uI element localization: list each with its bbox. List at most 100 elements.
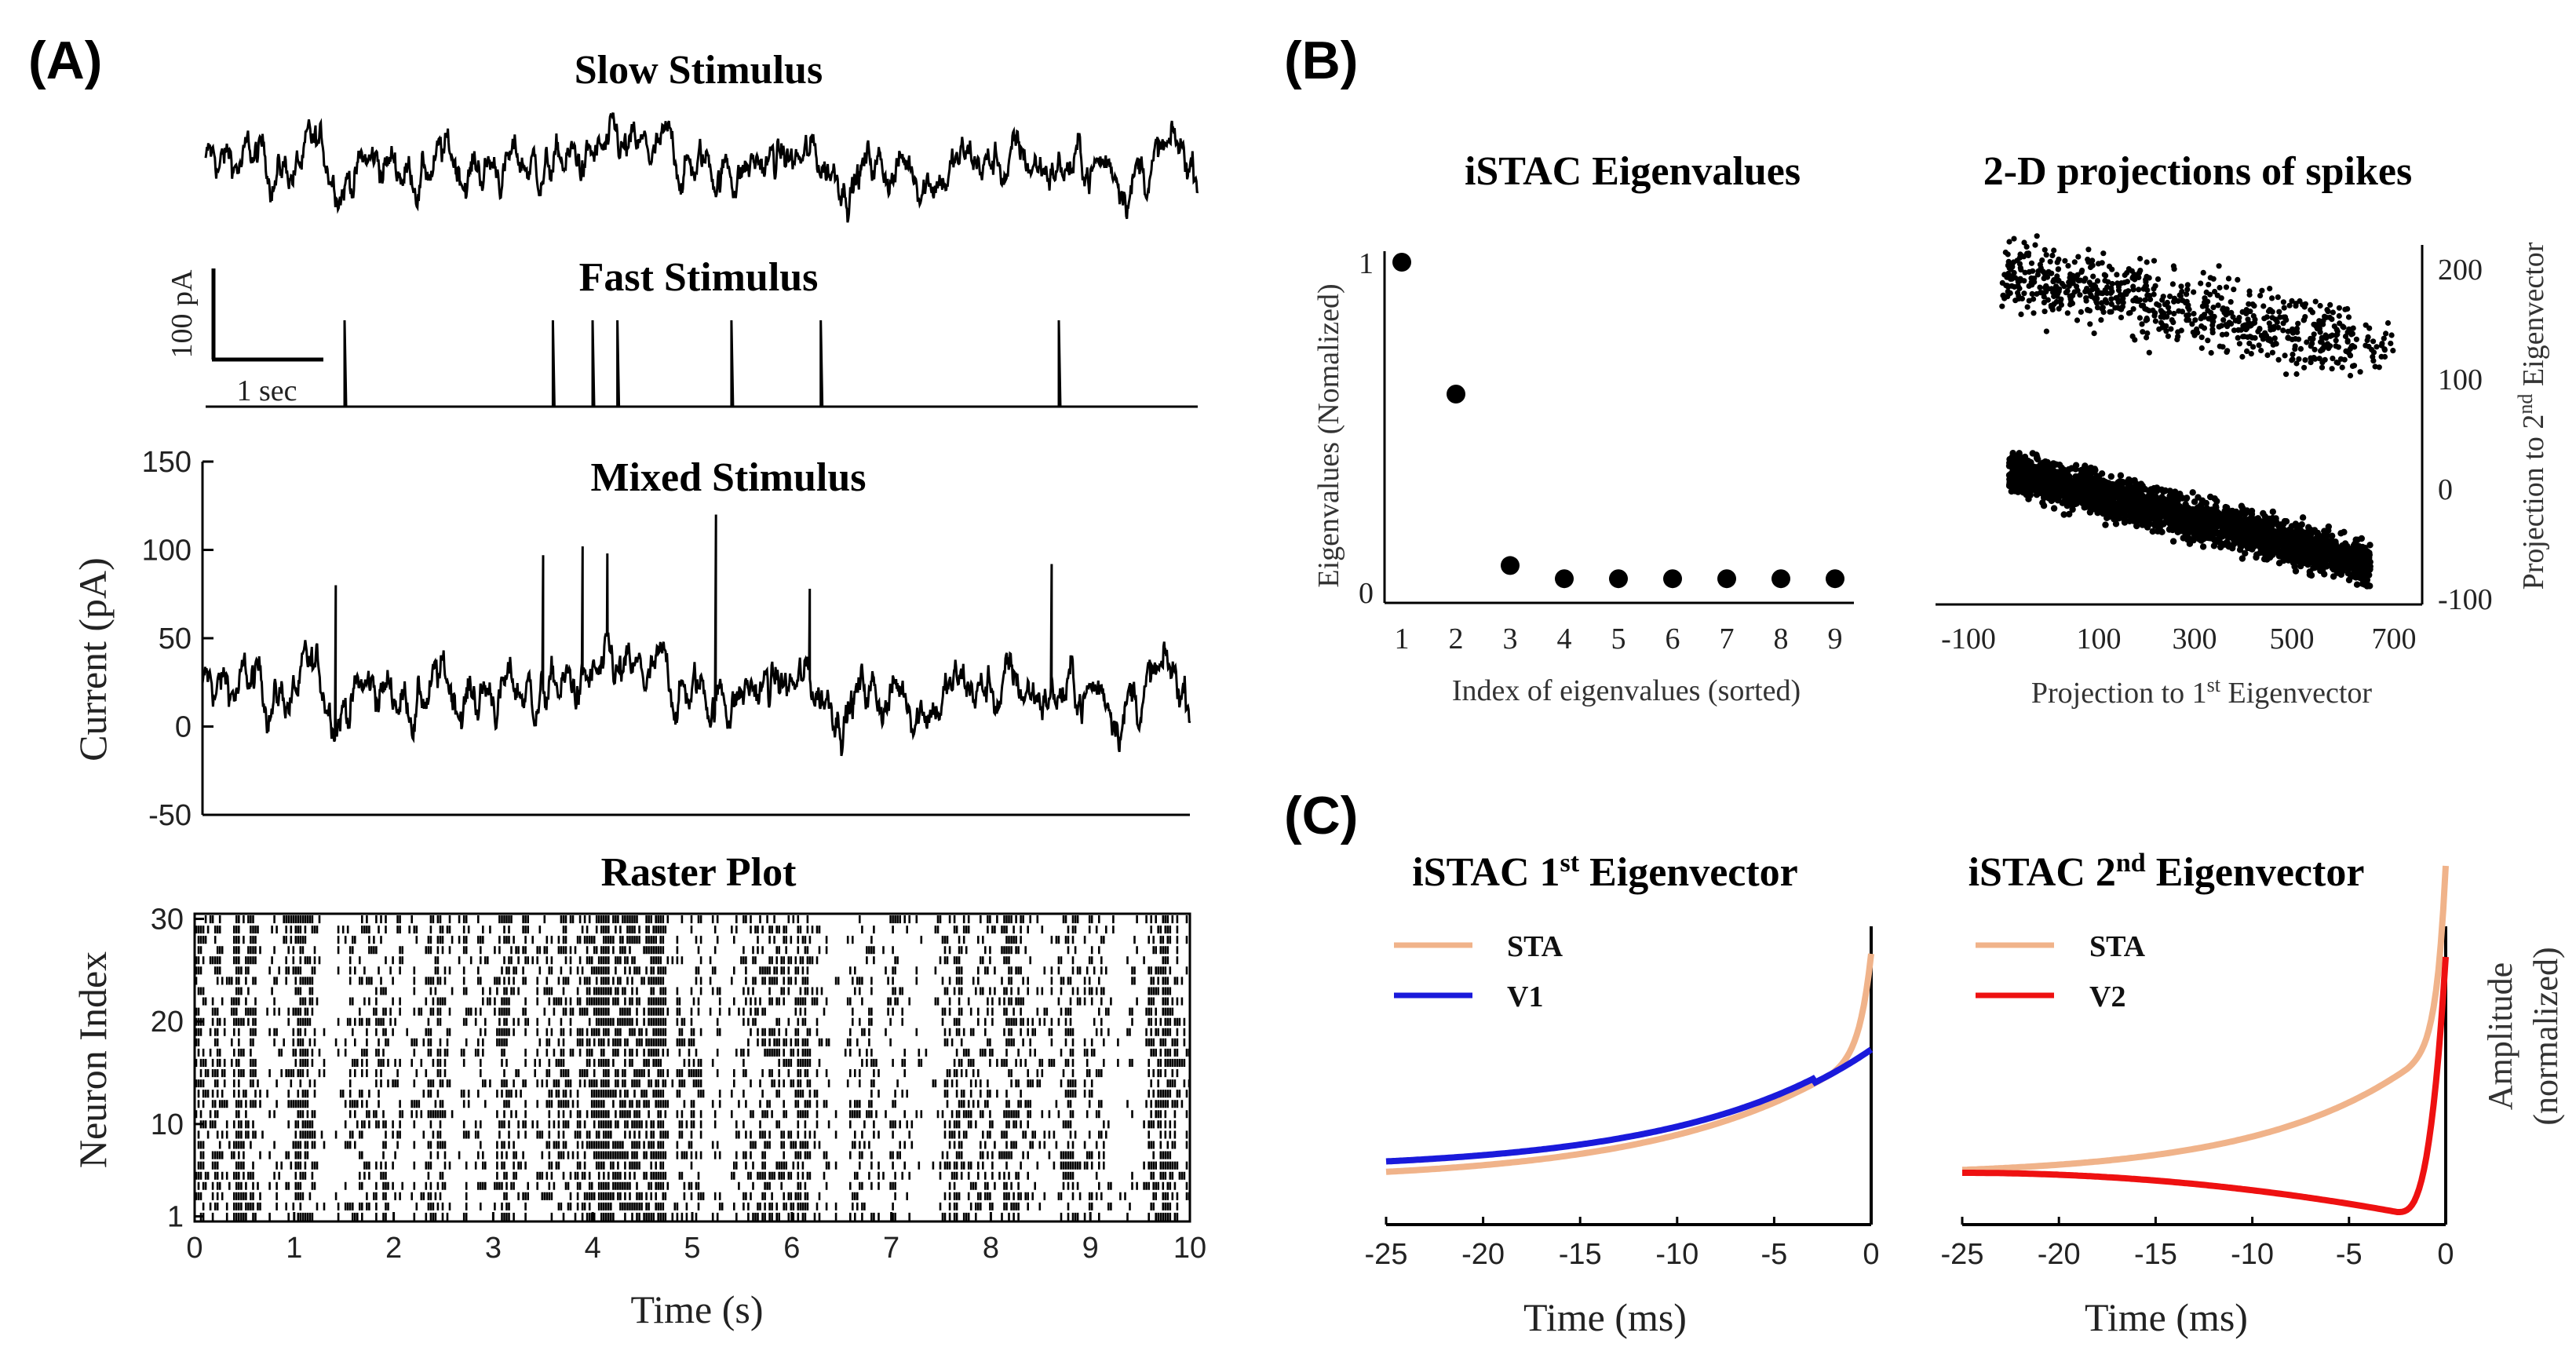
- proj-point: [2133, 522, 2140, 530]
- proj-point: [2268, 323, 2274, 330]
- proj-point: [2099, 506, 2106, 513]
- proj-point: [2167, 293, 2173, 300]
- proj-point: [2345, 576, 2353, 584]
- eigenvalue-point: [1555, 569, 1574, 589]
- proj-point: [2019, 483, 2027, 490]
- proj-point: [2329, 366, 2335, 372]
- proj-point: [2363, 568, 2370, 575]
- proj-point: [2219, 532, 2227, 540]
- proj-point: [2346, 326, 2352, 332]
- proj-point: [2256, 342, 2262, 349]
- proj-point: [2010, 259, 2017, 265]
- raster-x-tick-label: 9: [1082, 1232, 1099, 1265]
- proj-point: [2361, 581, 2368, 588]
- raster-y-tick-label: 1: [167, 1200, 184, 1233]
- proj-point: [2099, 260, 2105, 266]
- proj-point: [2259, 544, 2267, 551]
- proj-point: [2088, 292, 2094, 298]
- proj-point: [2269, 508, 2276, 516]
- proj-point: [2176, 515, 2184, 523]
- proj-point: [2070, 278, 2076, 284]
- proj-point: [2207, 493, 2214, 501]
- raster-frame: [193, 912, 1191, 1223]
- proj-point: [2255, 328, 2261, 334]
- eig-x-tick-label: 8: [1774, 623, 1789, 655]
- proj-point: [2316, 356, 2322, 362]
- eig-x-tick-label: 1: [1395, 623, 1410, 655]
- proj-point: [2228, 309, 2235, 316]
- proj-point: [2055, 266, 2061, 272]
- proj-point: [2035, 268, 2041, 275]
- proj-point: [2016, 450, 2023, 457]
- proj-point: [2144, 259, 2150, 265]
- proj-point: [2138, 504, 2145, 512]
- proj-x-tick-label: -100: [1941, 623, 1996, 655]
- proj-point: [2317, 302, 2323, 309]
- proj-point: [2024, 304, 2031, 310]
- proj-point: [2169, 281, 2176, 287]
- proj-point: [2021, 290, 2027, 297]
- proj-point: [2308, 360, 2314, 366]
- proj-point: [2250, 344, 2257, 350]
- eigvec1-x-label: Time (ms): [1523, 1295, 1687, 1339]
- proj-point: [2258, 347, 2264, 354]
- proj-point: [2309, 340, 2315, 347]
- proj-point: [2016, 285, 2023, 292]
- panel-label-c: (C): [1284, 786, 1358, 845]
- proj-point: [2319, 334, 2325, 341]
- proj-point: [2358, 575, 2365, 582]
- proj-point: [2311, 321, 2317, 327]
- proj-point: [2296, 356, 2302, 362]
- eigenvalues-title: iSTAC Eigenvalues: [1465, 149, 1801, 194]
- proj-point: [2231, 327, 2238, 334]
- proj-point: [2319, 557, 2326, 564]
- mixed-y-label: Current (pA): [71, 557, 115, 761]
- proj-point: [2210, 305, 2217, 311]
- eigvec1-axes: -25 -20 -15 -10 -5 0: [1365, 926, 1880, 1271]
- proj-point: [2285, 557, 2292, 564]
- proj-point: [2339, 546, 2346, 553]
- proj-point: [2198, 505, 2205, 512]
- proj-point: [2008, 487, 2015, 495]
- mixed-y-tick-label: 100: [142, 535, 192, 568]
- proj-point: [2261, 316, 2268, 322]
- proj-point: [2312, 356, 2319, 362]
- proj-point: [2125, 266, 2132, 272]
- proj-point: [2114, 295, 2120, 301]
- proj-point: [2004, 283, 2011, 289]
- proj-point: [2029, 280, 2035, 287]
- proj-point: [2080, 469, 2088, 476]
- proj-x-tick-label: 500: [2270, 623, 2315, 655]
- proj-point: [2058, 480, 2065, 487]
- proj-point: [2119, 485, 2127, 492]
- proj-point: [2202, 299, 2208, 305]
- proj-point: [2311, 542, 2319, 550]
- proj-point: [2139, 321, 2145, 327]
- raster-y-tick-label: 10: [151, 1108, 184, 1141]
- proj-point: [2224, 323, 2231, 330]
- proj-point: [2160, 487, 2167, 495]
- legend-v2-label: V2: [2089, 980, 2125, 1013]
- eigvec2-x-tick-label: -20: [2038, 1238, 2081, 1271]
- proj-point: [2239, 353, 2246, 360]
- proj-point: [2144, 334, 2150, 341]
- proj-point: [2133, 272, 2140, 279]
- proj-point: [2277, 521, 2284, 528]
- proj-point: [2100, 305, 2106, 311]
- proj-point: [2029, 290, 2035, 297]
- projections-y-label-sup: nd: [2514, 394, 2537, 414]
- proj-point: [2308, 355, 2314, 361]
- proj-point: [2350, 325, 2356, 331]
- proj-point: [2050, 505, 2058, 512]
- proj-point: [2043, 252, 2049, 258]
- proj-point: [2064, 287, 2071, 294]
- proj-point: [2353, 336, 2359, 342]
- proj-point: [2043, 328, 2049, 334]
- proj-point: [2381, 347, 2388, 353]
- proj-point: [2026, 268, 2032, 275]
- proj-point: [2025, 492, 2032, 499]
- proj-point: [2238, 529, 2246, 536]
- eigvec1-title-b: Eigenvector: [1579, 850, 1798, 895]
- proj-point: [2339, 364, 2345, 371]
- proj-point: [2283, 371, 2290, 378]
